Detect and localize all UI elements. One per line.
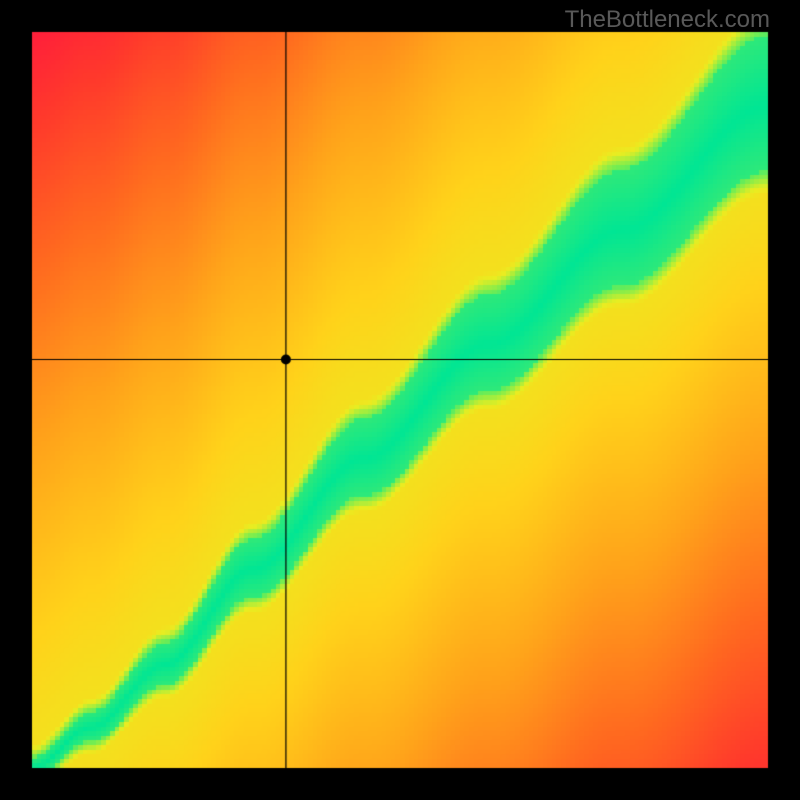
bottleneck-heatmap xyxy=(0,0,800,800)
watermark-text: TheBottleneck.com xyxy=(565,6,770,34)
chart-container: TheBottleneck.com xyxy=(0,0,800,800)
